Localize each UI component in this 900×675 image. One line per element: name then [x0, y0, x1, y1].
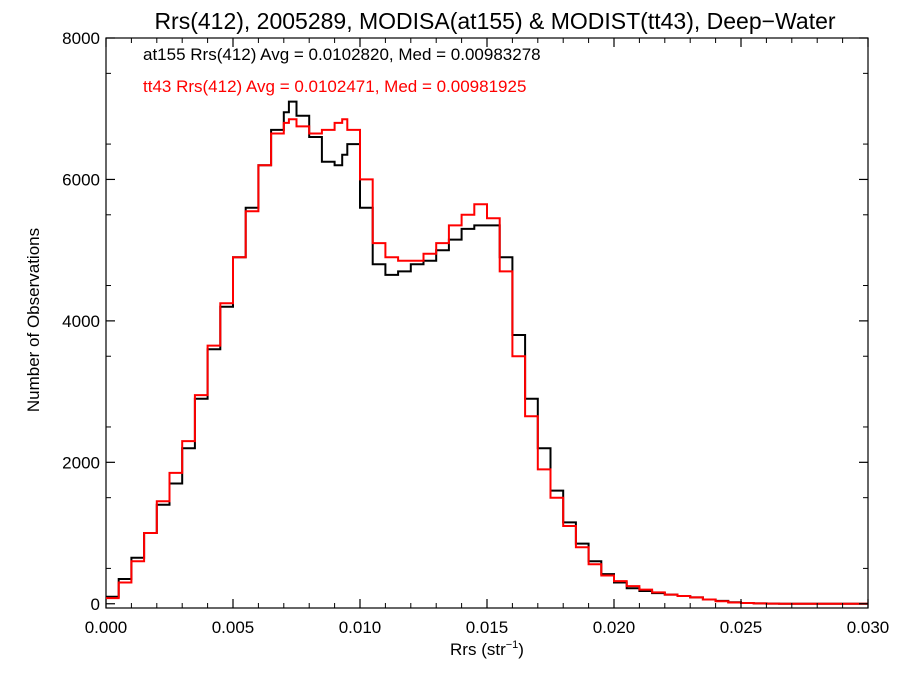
x-tick-label: 0.030	[847, 618, 890, 637]
x-tick-label: 0.000	[85, 618, 128, 637]
y-tick-label: 6000	[62, 170, 100, 189]
axis-ticks: 0.000 0.005 0.010 0.015 0.020 0.025 0.030 0 2000…	[62, 29, 889, 637]
y-tick-label: 2000	[62, 453, 100, 472]
x-axis-label-main: Rrs (str	[450, 640, 506, 659]
x-tick-label: 0.020	[593, 618, 636, 637]
x-tick-label: 0.005	[212, 618, 255, 637]
y-tick-label: 0	[91, 595, 100, 614]
y-tick-label: 4000	[62, 312, 100, 331]
x-tick-label: 0.015	[466, 618, 509, 637]
y-tick-label: 8000	[62, 29, 100, 48]
x-axis-label: Rrs (str−1)	[450, 639, 524, 659]
y-axis-label: Number of Observations	[24, 228, 43, 412]
chart-title: Rrs(412), 2005289, MODISA(at155) & MODIS…	[154, 8, 835, 34]
x-tick-label: 0.025	[720, 618, 763, 637]
x-axis-label-superscript: −1	[506, 639, 519, 651]
series-layer	[106, 100, 868, 605]
x-tick-label: 0.010	[339, 618, 382, 637]
annotation-tt43: tt43 Rrs(412) Avg = 0.0102471, Med = 0.0…	[143, 77, 526, 96]
annotation-at155: at155 Rrs(412) Avg = 0.0102820, Med = 0.…	[143, 45, 541, 64]
series-line-1	[106, 118, 868, 605]
x-axis-label-close: )	[518, 640, 524, 659]
series-line-0	[106, 100, 868, 605]
